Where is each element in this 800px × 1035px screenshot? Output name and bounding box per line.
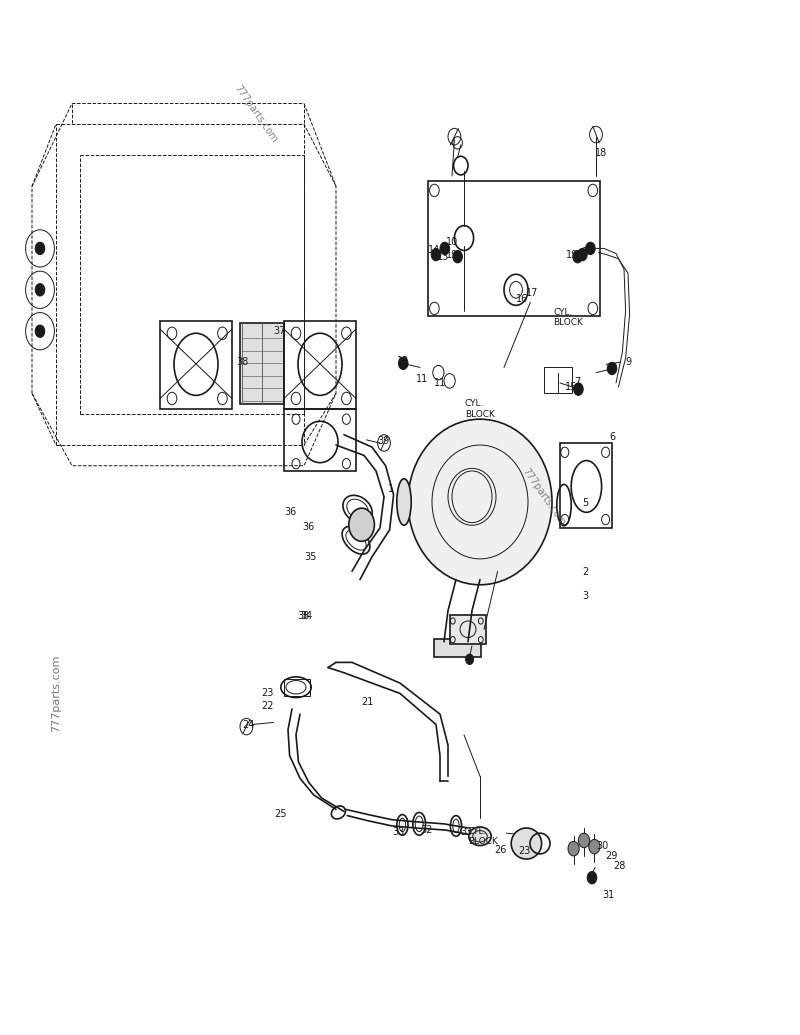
Text: 38: 38: [237, 357, 249, 367]
Text: CYL.
BLOCK: CYL. BLOCK: [465, 400, 494, 418]
Text: 11: 11: [416, 374, 428, 384]
Text: 28: 28: [613, 861, 625, 871]
Text: 24: 24: [242, 719, 254, 730]
Text: 22: 22: [261, 701, 274, 711]
Text: 11: 11: [434, 378, 446, 388]
Text: 5: 5: [582, 498, 589, 508]
Text: 31: 31: [602, 890, 614, 900]
Bar: [160, 321, 232, 409]
Text: 8: 8: [610, 363, 617, 374]
Text: 36: 36: [302, 522, 314, 532]
Bar: [284, 321, 356, 409]
Text: 25: 25: [274, 808, 287, 819]
Bar: [560, 443, 612, 528]
Text: 26: 26: [494, 845, 506, 855]
Circle shape: [35, 325, 45, 337]
Text: 30: 30: [597, 840, 609, 851]
Circle shape: [589, 839, 600, 854]
Text: 36: 36: [284, 507, 296, 518]
Text: 23: 23: [261, 688, 273, 699]
Text: 777parts.com: 777parts.com: [521, 466, 567, 528]
Ellipse shape: [408, 419, 552, 585]
Text: 13: 13: [574, 253, 586, 263]
Text: 3: 3: [582, 591, 589, 601]
Text: 7: 7: [574, 377, 581, 387]
Text: 10: 10: [446, 237, 458, 247]
Text: 19: 19: [566, 249, 578, 260]
Text: 6: 6: [610, 432, 616, 442]
Text: 12: 12: [397, 356, 409, 366]
Circle shape: [586, 242, 595, 255]
Text: 15: 15: [565, 382, 577, 392]
Text: 38: 38: [298, 611, 310, 621]
Circle shape: [607, 362, 617, 375]
Circle shape: [431, 248, 441, 261]
Circle shape: [35, 284, 45, 296]
Circle shape: [587, 871, 597, 884]
Text: 14: 14: [428, 245, 440, 256]
Circle shape: [578, 833, 590, 848]
Bar: [240, 323, 284, 404]
Circle shape: [440, 242, 450, 255]
Bar: [284, 679, 310, 696]
Circle shape: [35, 242, 45, 255]
Ellipse shape: [349, 508, 374, 541]
Text: 16: 16: [516, 294, 528, 304]
Circle shape: [398, 357, 408, 369]
Bar: [428, 181, 600, 316]
Text: 1: 1: [388, 483, 394, 494]
Circle shape: [466, 654, 474, 664]
Text: 14: 14: [582, 246, 594, 257]
Text: 2: 2: [582, 567, 589, 578]
Text: 34: 34: [301, 611, 313, 621]
Text: 19: 19: [446, 249, 458, 260]
Text: 33: 33: [392, 827, 404, 837]
Text: 17: 17: [526, 288, 538, 298]
Text: 9: 9: [626, 357, 632, 367]
Ellipse shape: [397, 478, 411, 526]
Circle shape: [573, 250, 582, 263]
Bar: [284, 409, 356, 471]
Text: 13: 13: [437, 252, 449, 262]
Circle shape: [453, 250, 462, 263]
Circle shape: [568, 841, 579, 856]
Bar: [450, 615, 486, 644]
Text: 37: 37: [274, 326, 286, 336]
Text: 29: 29: [605, 851, 617, 861]
Ellipse shape: [469, 827, 491, 846]
Text: 777parts.com: 777parts.com: [233, 83, 279, 145]
Ellipse shape: [511, 828, 542, 859]
Text: 35: 35: [304, 552, 316, 562]
Circle shape: [574, 383, 583, 395]
Text: 18: 18: [595, 148, 607, 158]
Bar: [544, 367, 572, 393]
Text: CYL.
BLOCK: CYL. BLOCK: [468, 827, 498, 846]
Circle shape: [578, 248, 587, 261]
Bar: [434, 639, 481, 657]
Text: 23: 23: [518, 846, 530, 856]
Text: 39: 39: [378, 436, 390, 446]
Text: 32: 32: [421, 825, 433, 835]
Text: 33: 33: [460, 827, 472, 837]
Text: 777parts.com: 777parts.com: [51, 655, 61, 732]
Text: CYL.
BLOCK: CYL. BLOCK: [554, 308, 583, 327]
Text: 21: 21: [361, 697, 373, 707]
